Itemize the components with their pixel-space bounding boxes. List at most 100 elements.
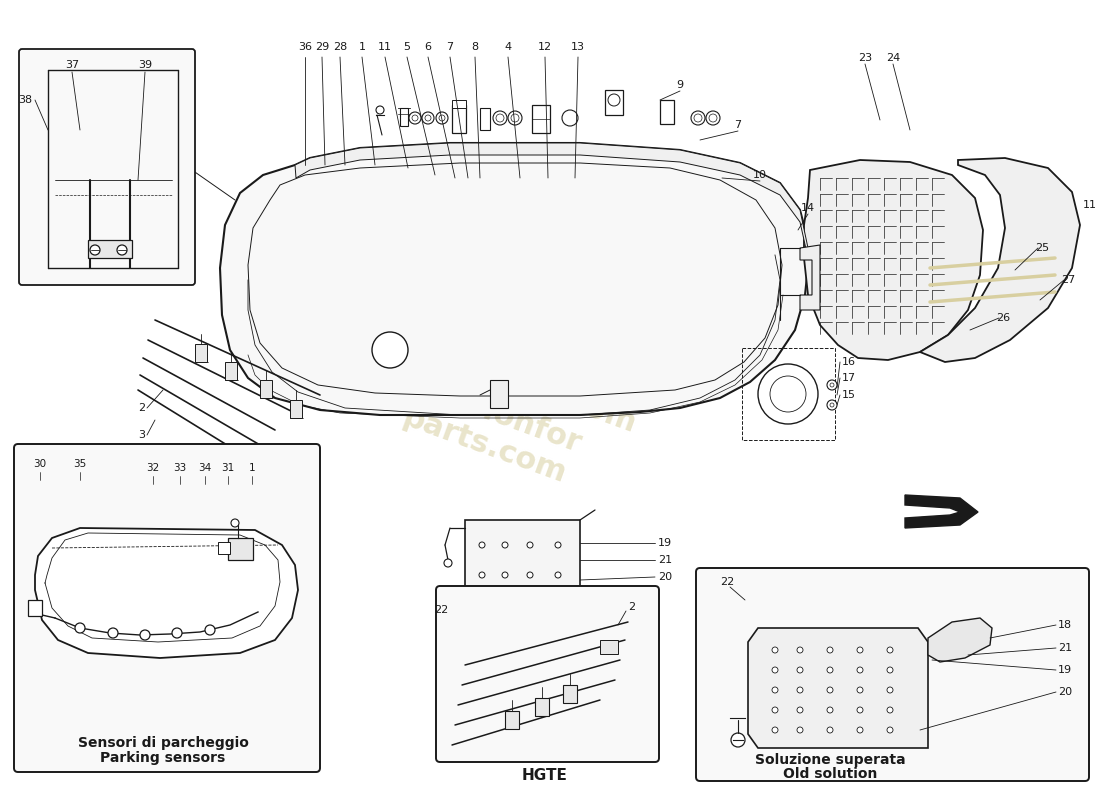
Bar (505, 711, 519, 729)
Bar (563, 685, 578, 703)
Circle shape (250, 476, 258, 484)
Text: 11: 11 (1084, 200, 1097, 210)
Circle shape (887, 647, 893, 653)
Circle shape (710, 114, 717, 122)
Circle shape (772, 647, 778, 653)
Bar (260, 380, 272, 398)
Bar (490, 380, 508, 408)
Circle shape (512, 114, 519, 122)
Circle shape (496, 114, 504, 122)
Circle shape (830, 403, 834, 407)
Circle shape (478, 542, 485, 548)
Circle shape (772, 687, 778, 693)
Text: 37: 37 (65, 60, 79, 70)
Text: passionfor
parts.com: passionfor parts.com (394, 370, 585, 490)
Circle shape (502, 572, 508, 578)
Text: 39: 39 (138, 60, 152, 70)
Bar (465, 520, 580, 610)
Text: 15: 15 (842, 390, 856, 400)
Circle shape (770, 376, 806, 412)
Bar (290, 400, 303, 418)
Circle shape (376, 106, 384, 114)
Circle shape (827, 400, 837, 410)
Text: 8: 8 (472, 42, 478, 52)
Bar (195, 344, 207, 362)
Text: 30: 30 (33, 459, 46, 469)
Circle shape (108, 628, 118, 638)
Text: 36: 36 (298, 42, 312, 52)
Bar (605, 90, 623, 115)
Text: 14: 14 (801, 203, 815, 213)
Text: 22: 22 (433, 605, 448, 615)
Circle shape (527, 572, 534, 578)
Text: 20: 20 (1058, 687, 1072, 697)
Bar (245, 450, 263, 472)
Text: 2: 2 (628, 602, 635, 612)
Text: 19: 19 (658, 538, 672, 548)
Bar (532, 105, 550, 133)
Circle shape (857, 667, 864, 673)
Circle shape (772, 707, 778, 713)
Circle shape (422, 112, 435, 124)
Circle shape (205, 625, 214, 635)
Circle shape (444, 559, 452, 567)
Text: Sensori di parcheggio: Sensori di parcheggio (78, 736, 249, 750)
Circle shape (706, 111, 721, 125)
Text: 20: 20 (658, 572, 672, 582)
Text: 4: 4 (505, 42, 512, 52)
Bar (600, 640, 618, 654)
Circle shape (436, 112, 448, 124)
Text: 32: 32 (146, 463, 160, 473)
Text: 2: 2 (138, 403, 145, 413)
Circle shape (827, 667, 833, 673)
Text: 21: 21 (1058, 643, 1072, 653)
Circle shape (90, 245, 100, 255)
FancyBboxPatch shape (696, 568, 1089, 781)
Text: 33: 33 (174, 463, 187, 473)
Circle shape (527, 542, 534, 548)
Circle shape (827, 647, 833, 653)
Text: passionfor
parts.com: passionfor parts.com (334, 280, 526, 400)
Circle shape (732, 733, 745, 747)
Text: 12: 12 (538, 42, 552, 52)
Circle shape (409, 112, 421, 124)
FancyBboxPatch shape (14, 444, 320, 772)
Text: Parking sensors: Parking sensors (100, 751, 226, 765)
Circle shape (827, 727, 833, 733)
Circle shape (75, 623, 85, 633)
Circle shape (694, 114, 702, 122)
Text: 27: 27 (1060, 275, 1075, 285)
Circle shape (172, 628, 182, 638)
Polygon shape (800, 245, 820, 310)
Bar (400, 108, 408, 126)
Circle shape (425, 115, 431, 121)
Bar (452, 100, 466, 108)
Circle shape (562, 110, 578, 126)
Text: passionfor
parts.com: passionfor parts.com (464, 320, 656, 440)
Circle shape (798, 667, 803, 673)
Bar (660, 100, 674, 124)
Circle shape (827, 687, 833, 693)
Circle shape (758, 364, 818, 424)
Circle shape (117, 245, 126, 255)
Circle shape (508, 111, 522, 125)
Polygon shape (804, 160, 983, 360)
Circle shape (608, 94, 620, 106)
FancyBboxPatch shape (436, 586, 659, 762)
Text: 9: 9 (676, 80, 683, 90)
Text: 7: 7 (735, 120, 741, 130)
Circle shape (478, 572, 485, 578)
Bar (452, 105, 466, 133)
Circle shape (772, 667, 778, 673)
Text: 1: 1 (359, 42, 365, 52)
Circle shape (439, 115, 446, 121)
Polygon shape (905, 495, 978, 528)
Text: 22: 22 (720, 577, 735, 587)
Circle shape (772, 727, 778, 733)
Text: 26: 26 (996, 313, 1010, 323)
Circle shape (857, 707, 864, 713)
Text: 31: 31 (221, 463, 234, 473)
Circle shape (857, 687, 864, 693)
Circle shape (493, 111, 507, 125)
Text: 34: 34 (198, 463, 211, 473)
